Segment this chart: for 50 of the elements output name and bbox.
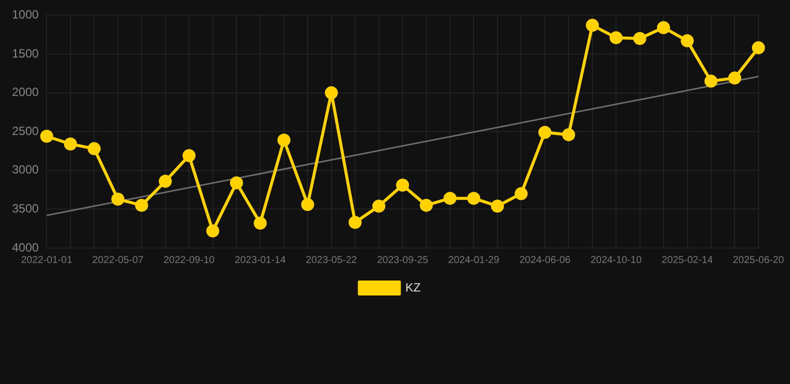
point [467,192,480,205]
y-tick-label: 1000 [12,8,40,22]
y-tick-label: 2000 [12,85,40,100]
point [514,187,528,200]
point [158,174,172,188]
point [135,198,148,212]
point [752,41,765,54]
x-tick-label: 2023-01-14 [234,254,286,266]
point [490,200,504,213]
point [230,176,243,190]
y-tick-label: 2500 [12,124,40,138]
point [657,21,670,34]
y-tick-label: 3500 [12,202,40,216]
point [728,72,742,85]
point [111,192,124,206]
point [64,138,77,151]
point [704,74,718,88]
point [610,31,623,44]
x-tick-label: 2024-01-29 [448,254,500,266]
x-tick-label: 2023-09-25 [376,254,429,266]
point [301,198,314,212]
point [562,128,576,142]
point [88,142,101,156]
point [396,178,410,192]
point [680,34,694,48]
point [586,18,599,32]
x-tick-label: 2022-09-10 [163,254,216,266]
y-tick-label: 3000 [12,162,40,177]
point [182,149,196,162]
x-tick-label: 2025-02-14 [662,254,714,266]
point [324,86,338,100]
legend-label: KZ [405,280,421,294]
point [420,198,433,212]
point [633,32,646,45]
x-tick-label: 2023-05-22 [306,254,358,266]
point [40,130,54,143]
point [277,134,290,147]
point [444,192,457,205]
x-tick-label: 2024-06-06 [519,254,571,266]
point [538,126,552,139]
x-tick-label: 2022-05-07 [92,254,144,266]
x-tick-label: 2024-10-10 [590,254,642,266]
point [372,200,386,213]
point [348,216,362,229]
x-tick-label: 2025-06-20 [732,254,784,266]
point [206,224,220,238]
point [254,216,267,230]
x-tick-label: 2022-01-01 [21,254,73,266]
y-tick-label: 1500 [12,46,40,60]
y-tick-label: 4000 [12,240,40,254]
